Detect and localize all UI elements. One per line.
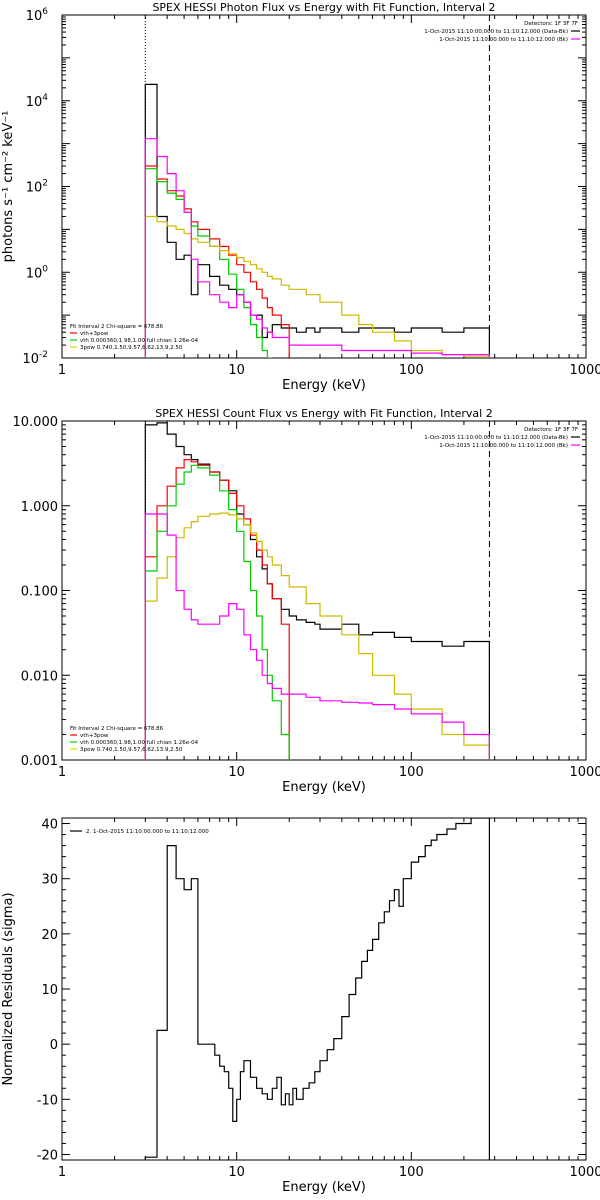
x-tick-label: 100: [399, 363, 424, 378]
chart-panel-2: SPEX HESSI Count Flux vs Energy with Fit…: [13, 407, 600, 795]
plot-frame: [61, 817, 587, 1161]
series-line-2: [144, 459, 290, 760]
fit-header: Fit Interval 2 Chi-square = 678.86: [70, 726, 164, 732]
legend: Detectors: 1F 3F 7F 1-Oct-2015 11:10:00.0…: [424, 427, 580, 449]
y-tick-label: 0: [50, 1038, 58, 1053]
x-axis-label: Energy (keV): [282, 780, 366, 795]
legend-entry: 1-Oct-2015 11:10:00.000 to 11:10:12.000 …: [439, 37, 568, 43]
y-tick-label: 10-2: [22, 350, 48, 367]
y-tick-label: -10: [37, 1093, 58, 1108]
fit-entry: vth+3pow: [80, 733, 109, 739]
y-tick-label: 40: [41, 818, 58, 833]
plot-frame: [61, 420, 587, 761]
series-line-3: [144, 464, 290, 760]
y-tick-label: 102: [26, 179, 48, 196]
y-axis-label: Normalized Residuals (sigma): [1, 892, 16, 1085]
x-tick-label: 1: [58, 765, 66, 780]
legend: 2. 1-Oct-2015 11:10:00.000 to 11:10:12.0…: [70, 829, 209, 835]
series-line-5: [144, 138, 490, 358]
x-tick-label: 10: [228, 1165, 245, 1180]
chart-title: SPEX HESSI Count Flux vs Energy with Fit…: [155, 407, 492, 420]
chart-panel-3: 1 10 100 1000 Energy (keV) -20 -10 0 10 20 30 40 Nor…: [1, 817, 600, 1195]
fit-entry: vth 0.000360,1.98,1.00 full chian 1.26e-…: [80, 338, 199, 344]
plot-frame: [61, 14, 587, 359]
fit-info: Fit Interval 2 Chi-square = 678.86vth+3p…: [70, 324, 199, 351]
legend-entry: 2. 1-Oct-2015 11:10:00.000 to 11:10:12.0…: [86, 829, 209, 835]
series-line-4: [144, 512, 490, 760]
x-tick-label: 100: [399, 765, 424, 780]
legend-header: Detectors: 1F 3F 7F: [524, 21, 578, 27]
data-series-group: [144, 818, 490, 1160]
x-tick-label: 10: [228, 765, 245, 780]
y-tick-label: 30: [41, 873, 58, 888]
fit-header: Fit Interval 2 Chi-square = 678.86: [70, 324, 164, 330]
y-tick-label: 0.001: [21, 754, 58, 769]
y-tick-label: 106: [26, 7, 49, 24]
legend-header: Detectors: 1F 3F 7F: [524, 427, 578, 433]
x-tick-label: 1000: [569, 765, 600, 780]
fit-entry: vth+3pow: [80, 331, 109, 337]
data-series-group: [144, 422, 490, 760]
y-tick-label: 1.000: [21, 500, 58, 515]
x-tick-label: 1: [58, 1165, 66, 1180]
series-line-1: [144, 818, 490, 1160]
y-tick-label: 10.000: [13, 415, 59, 430]
x-axis-label: Energy (keV): [282, 1180, 366, 1195]
legend-entry: 1-Oct-2015 11:10:00.000 to 11:10:12.000 …: [424, 29, 568, 35]
chart-panel-1: SPEX HESSI Photon Flux vs Energy with Fi…: [1, 1, 600, 393]
fit-entry: vth 0.000360,1.98,1.00 full chian 1.26e-…: [80, 740, 199, 746]
x-axis-label: Energy (keV): [282, 378, 366, 393]
fit-entry: 3pow 0.740,1.50,9.57,6.62,13.9,2.50: [80, 747, 183, 753]
y-tick-label: 104: [26, 93, 49, 110]
x-tick-label: 100: [399, 1165, 424, 1180]
x-tick-label: 1000: [569, 1165, 600, 1180]
y-tick-label: 0.100: [21, 585, 58, 600]
legend: Detectors: 1F 3F 7F 1-Oct-2015 11:10:00.0…: [424, 21, 580, 43]
y-tick-label: -20: [37, 1148, 58, 1163]
legend-entry: 1-Oct-2015 11:10:00.000 to 11:10:12.000 …: [424, 435, 568, 441]
data-series-group: [144, 83, 490, 358]
y-axis-label: photons s⁻¹ cm⁻² keV⁻¹: [1, 111, 16, 263]
x-tick-label: 1: [58, 363, 66, 378]
series-line-5: [144, 513, 490, 760]
y-tick-label: 10: [41, 983, 58, 998]
y-tick-label: 100: [26, 264, 49, 281]
series-line-2: [144, 165, 290, 358]
x-tick-label: 1000: [569, 363, 600, 378]
y-tick-label: 0.010: [21, 669, 58, 684]
chart-title: SPEX HESSI Photon Flux vs Energy with Fi…: [152, 1, 495, 14]
x-tick-label: 10: [228, 363, 245, 378]
fit-info: Fit Interval 2 Chi-square = 678.86vth+3p…: [70, 726, 199, 753]
series-line-4: [144, 215, 490, 358]
series-line-3: [144, 168, 273, 358]
fit-entry: 3pow 0.740,1.50,9.57,6.62,13.9,2.50: [80, 345, 183, 351]
legend-entry: 1-Oct-2015 11:10:00.000 to 11:10:12.000 …: [439, 443, 568, 449]
y-tick-label: 20: [41, 928, 58, 943]
